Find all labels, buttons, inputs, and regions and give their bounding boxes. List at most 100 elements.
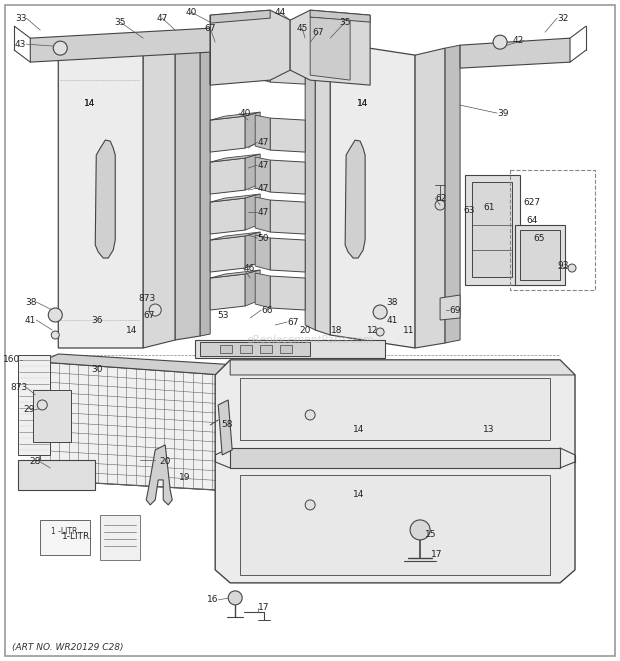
Text: 47: 47 <box>257 208 268 217</box>
Circle shape <box>373 305 387 319</box>
Text: 11: 11 <box>404 325 415 334</box>
Polygon shape <box>40 362 250 492</box>
Polygon shape <box>245 232 260 268</box>
Polygon shape <box>270 238 305 272</box>
Text: (ART NO. WR20129 C28): (ART NO. WR20129 C28) <box>12 643 124 652</box>
Text: 28: 28 <box>29 457 40 467</box>
Text: 44: 44 <box>275 8 286 17</box>
Text: 15: 15 <box>425 530 436 539</box>
Polygon shape <box>218 400 232 455</box>
Text: 47: 47 <box>257 137 268 147</box>
Text: 29: 29 <box>23 405 34 414</box>
Text: 61: 61 <box>483 202 495 212</box>
Polygon shape <box>270 276 305 310</box>
Bar <box>465 175 520 285</box>
Polygon shape <box>19 460 95 490</box>
Text: 35: 35 <box>115 18 126 26</box>
Polygon shape <box>270 40 305 84</box>
Text: 45: 45 <box>296 24 308 32</box>
Text: 14: 14 <box>125 325 137 334</box>
Circle shape <box>51 331 60 339</box>
Text: 42: 42 <box>513 36 524 45</box>
Text: 67: 67 <box>205 24 216 32</box>
Circle shape <box>305 500 315 510</box>
Text: 13: 13 <box>483 426 495 434</box>
Text: 38: 38 <box>386 297 397 307</box>
Text: 41: 41 <box>25 315 37 325</box>
Polygon shape <box>270 160 305 194</box>
Polygon shape <box>240 475 550 575</box>
Bar <box>520 230 560 280</box>
Text: 36: 36 <box>92 315 103 325</box>
Polygon shape <box>210 274 245 310</box>
Circle shape <box>410 520 430 540</box>
Circle shape <box>48 308 62 322</box>
Polygon shape <box>310 17 350 80</box>
Text: 35: 35 <box>339 18 351 26</box>
Text: 20: 20 <box>159 457 171 467</box>
Bar <box>472 182 512 277</box>
Polygon shape <box>40 354 270 377</box>
Bar <box>33 390 71 442</box>
Polygon shape <box>230 448 560 468</box>
Polygon shape <box>230 360 575 375</box>
Text: 14: 14 <box>84 98 95 108</box>
Polygon shape <box>210 38 245 84</box>
Circle shape <box>53 41 67 55</box>
Bar <box>515 225 565 285</box>
Text: 40: 40 <box>185 8 197 17</box>
Polygon shape <box>255 235 270 270</box>
Text: 12: 12 <box>368 325 379 334</box>
Circle shape <box>305 410 315 420</box>
Polygon shape <box>255 197 270 232</box>
Text: 32: 32 <box>557 14 569 22</box>
Polygon shape <box>460 38 570 68</box>
Polygon shape <box>255 37 270 82</box>
Text: 93: 93 <box>557 260 569 270</box>
Bar <box>40 520 91 555</box>
Polygon shape <box>345 140 365 258</box>
Text: 20: 20 <box>299 325 311 334</box>
Text: 873: 873 <box>10 383 27 393</box>
Text: 67: 67 <box>143 311 155 319</box>
Text: 46: 46 <box>243 264 255 272</box>
Polygon shape <box>200 28 210 336</box>
Text: 17: 17 <box>431 551 443 559</box>
Bar <box>100 515 140 560</box>
Polygon shape <box>415 48 445 348</box>
Text: 14: 14 <box>358 98 369 108</box>
Polygon shape <box>210 112 260 120</box>
Polygon shape <box>58 42 143 348</box>
Polygon shape <box>195 340 385 358</box>
Circle shape <box>228 591 242 605</box>
Circle shape <box>149 304 161 316</box>
Polygon shape <box>95 140 115 258</box>
Polygon shape <box>175 30 200 340</box>
Polygon shape <box>245 34 260 80</box>
Bar <box>280 345 292 353</box>
Polygon shape <box>255 157 270 192</box>
Polygon shape <box>310 10 370 22</box>
Text: 38: 38 <box>25 297 37 307</box>
Text: 1-LITR.: 1-LITR. <box>62 532 93 541</box>
Text: 39: 39 <box>497 108 508 118</box>
Polygon shape <box>210 10 290 85</box>
Text: 14: 14 <box>84 98 95 108</box>
Bar <box>220 345 232 353</box>
Polygon shape <box>215 360 575 583</box>
Text: 14: 14 <box>358 98 369 108</box>
Text: 30: 30 <box>92 366 103 375</box>
Polygon shape <box>210 236 245 272</box>
Text: 62: 62 <box>435 194 446 202</box>
Polygon shape <box>255 115 270 150</box>
Text: 627: 627 <box>523 198 540 206</box>
Polygon shape <box>210 194 260 202</box>
Text: 47: 47 <box>257 161 268 170</box>
Polygon shape <box>245 112 260 148</box>
Circle shape <box>493 35 507 49</box>
Polygon shape <box>210 270 260 278</box>
Bar <box>19 355 50 455</box>
Bar <box>510 170 595 290</box>
Text: 43: 43 <box>15 40 26 49</box>
Text: 14: 14 <box>353 426 365 434</box>
